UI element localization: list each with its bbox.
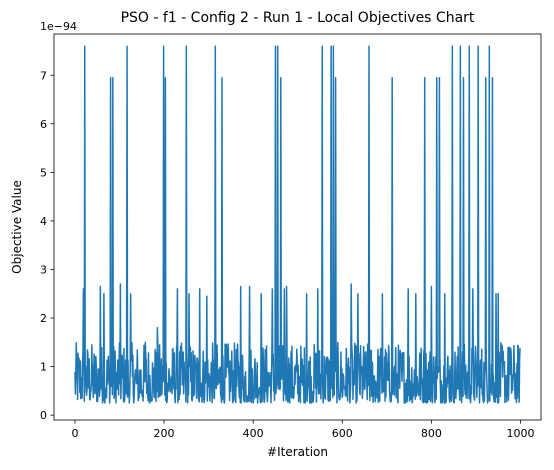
x-tick-label: 400	[243, 427, 264, 440]
x-tick-label: 0	[71, 427, 78, 440]
y-axis-label: Objective Value	[10, 180, 24, 274]
series-line	[74, 45, 521, 404]
y-tick-label: 6	[40, 118, 47, 131]
x-tick-label: 800	[421, 427, 442, 440]
x-tick-label: 200	[154, 427, 175, 440]
plot-area	[74, 45, 521, 404]
y-tick-label: 1	[40, 361, 47, 374]
y-tick-label: 4	[40, 215, 47, 228]
axes-frame	[53, 33, 542, 421]
x-ticks: 0 200 400 600 800 1000	[71, 420, 535, 440]
x-tick-label: 600	[332, 427, 353, 440]
x-axis-label: #Iteration	[267, 445, 328, 459]
y-tick-label: 5	[40, 166, 47, 179]
y-offset-label: 1e−94	[40, 20, 77, 33]
y-tick-label: 2	[40, 312, 47, 325]
x-tick-label: 1000	[507, 427, 535, 440]
y-tick-label: 7	[40, 69, 47, 82]
y-ticks: 0 1 2 3 4 5 6 7	[40, 69, 54, 422]
y-tick-label: 3	[40, 263, 47, 276]
chart-title: PSO - f1 - Config 2 - Run 1 - Local Obje…	[121, 10, 475, 26]
y-tick-label: 0	[40, 409, 47, 422]
